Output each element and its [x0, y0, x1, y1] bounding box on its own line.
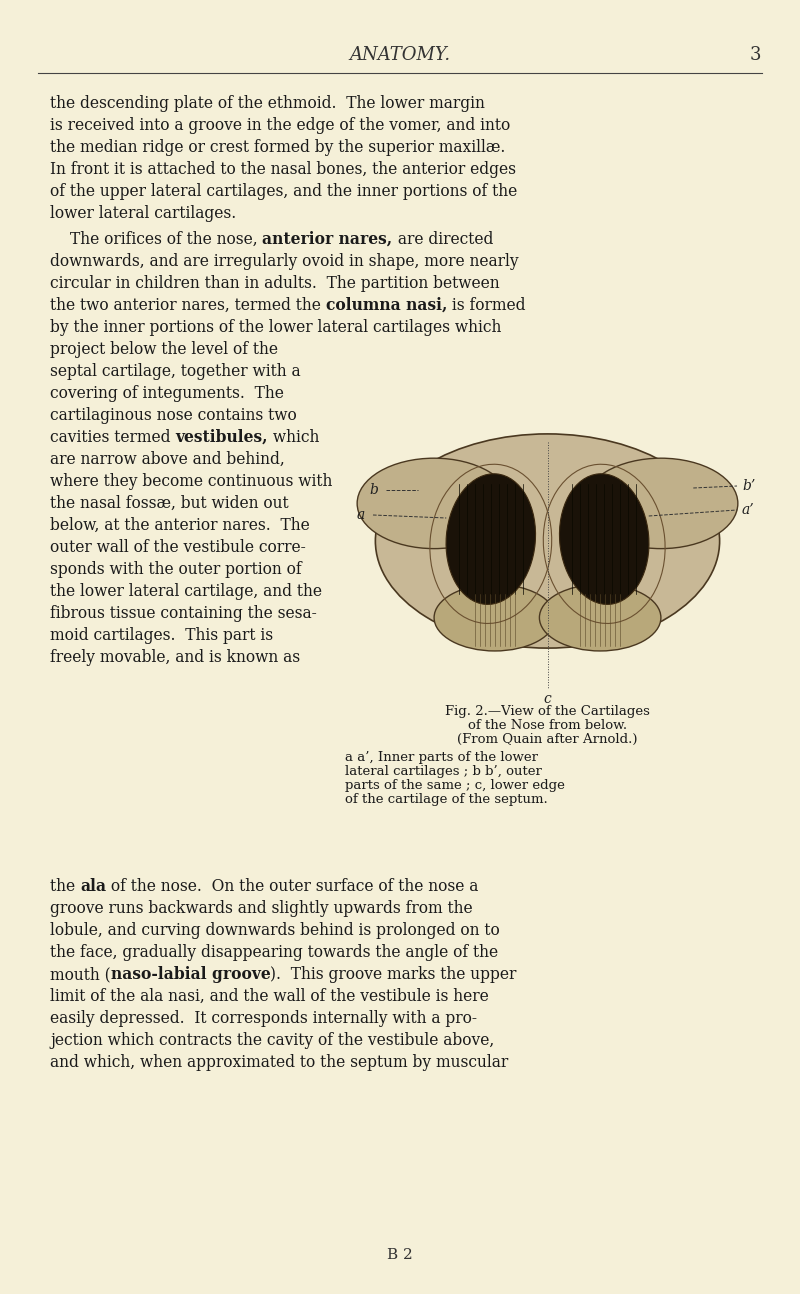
Text: anterior nares,: anterior nares,: [262, 232, 393, 248]
Text: ala: ala: [80, 879, 106, 895]
Text: project below the level of the: project below the level of the: [50, 342, 278, 358]
Text: columna nasi,: columna nasi,: [326, 298, 447, 314]
Text: the lower lateral cartilage, and the: the lower lateral cartilage, and the: [50, 584, 322, 600]
Text: where they become continuous with: where they become continuous with: [50, 474, 332, 490]
Text: naso-labial groove: naso-labial groove: [110, 967, 270, 983]
Text: the descending plate of the ethmoid.  The lower margin: the descending plate of the ethmoid. The…: [50, 94, 485, 113]
Text: ANATOMY.: ANATOMY.: [350, 47, 450, 63]
Text: lateral cartilages ; b b’, outer: lateral cartilages ; b b’, outer: [345, 765, 542, 778]
Text: a a’, Inner parts of the lower: a a’, Inner parts of the lower: [345, 751, 538, 763]
Ellipse shape: [434, 585, 555, 651]
Text: limit of the ala nasi, and the wall of the vestibule is here: limit of the ala nasi, and the wall of t…: [50, 989, 489, 1005]
Text: (From Quain after Arnold.): (From Quain after Arnold.): [458, 732, 638, 747]
Text: the median ridge or crest formed by the superior maxillæ.: the median ridge or crest formed by the …: [50, 138, 506, 157]
Ellipse shape: [375, 433, 720, 648]
Text: downwards, and are irregularly ovoid in shape, more nearly: downwards, and are irregularly ovoid in …: [50, 254, 518, 270]
Text: easily depressed.  It corresponds internally with a pro-: easily depressed. It corresponds interna…: [50, 1011, 477, 1027]
Text: below, at the anterior nares.  The: below, at the anterior nares. The: [50, 518, 310, 534]
Text: the nasal fossæ, but widen out: the nasal fossæ, but widen out: [50, 496, 289, 512]
Text: mouth (: mouth (: [50, 967, 110, 983]
Text: freely movable, and is known as: freely movable, and is known as: [50, 650, 300, 666]
Text: septal cartilage, together with a: septal cartilage, together with a: [50, 364, 301, 380]
Text: B 2: B 2: [387, 1247, 413, 1262]
Text: of the nose.  On the outer surface of the nose a: of the nose. On the outer surface of the…: [106, 879, 478, 895]
Text: lower lateral cartilages.: lower lateral cartilages.: [50, 204, 236, 223]
Text: cavities termed: cavities termed: [50, 430, 175, 446]
Text: by the inner portions of the lower lateral cartilages which: by the inner portions of the lower later…: [50, 320, 502, 336]
Text: lobule, and curving downwards behind is prolonged on to: lobule, and curving downwards behind is …: [50, 923, 500, 939]
Text: ).  This groove marks the upper: ). This groove marks the upper: [270, 967, 517, 983]
Text: the two anterior nares, termed the: the two anterior nares, termed the: [50, 298, 326, 314]
Text: c: c: [544, 692, 551, 707]
Text: a’: a’: [742, 503, 754, 518]
Text: outer wall of the vestibule corre-: outer wall of the vestibule corre-: [50, 540, 306, 556]
Text: a: a: [357, 509, 365, 521]
Text: groove runs backwards and slightly upwards from the: groove runs backwards and slightly upwar…: [50, 901, 473, 917]
Text: b’: b’: [742, 479, 755, 493]
Text: the face, gradually disappearing towards the angle of the: the face, gradually disappearing towards…: [50, 945, 498, 961]
Text: Fig. 2.—View of the Cartilages: Fig. 2.—View of the Cartilages: [445, 705, 650, 718]
Text: covering of integuments.  The: covering of integuments. The: [50, 386, 284, 402]
Text: fibrous tissue containing the sesa-: fibrous tissue containing the sesa-: [50, 606, 317, 622]
Text: moid cartilages.  This part is: moid cartilages. This part is: [50, 628, 273, 644]
Text: of the Nose from below.: of the Nose from below.: [468, 719, 627, 732]
Text: which: which: [268, 430, 319, 446]
Ellipse shape: [446, 474, 535, 604]
Ellipse shape: [559, 474, 649, 604]
Ellipse shape: [539, 585, 661, 651]
Text: sponds with the outer portion of: sponds with the outer portion of: [50, 562, 302, 578]
Text: of the cartilage of the septum.: of the cartilage of the septum.: [345, 793, 548, 806]
Text: is received into a groove in the edge of the vomer, and into: is received into a groove in the edge of…: [50, 116, 510, 135]
Text: cartilaginous nose contains two: cartilaginous nose contains two: [50, 408, 297, 424]
Text: vestibules,: vestibules,: [175, 430, 268, 446]
Text: 3: 3: [750, 47, 761, 63]
Text: are narrow above and behind,: are narrow above and behind,: [50, 452, 285, 468]
Text: parts of the same ; c, lower edge: parts of the same ; c, lower edge: [345, 779, 565, 792]
Text: are directed: are directed: [393, 232, 493, 248]
Text: b: b: [369, 483, 378, 497]
Text: In front it is attached to the nasal bones, the anterior edges: In front it is attached to the nasal bon…: [50, 160, 516, 179]
Text: The orifices of the nose,: The orifices of the nose,: [70, 232, 262, 248]
Text: circular in children than in adults.  The partition between: circular in children than in adults. The…: [50, 276, 500, 292]
Text: the: the: [50, 879, 80, 895]
Ellipse shape: [357, 458, 511, 549]
Text: jection which contracts the cavity of the vestibule above,: jection which contracts the cavity of th…: [50, 1033, 494, 1049]
Text: of the upper lateral cartilages, and the inner portions of the: of the upper lateral cartilages, and the…: [50, 182, 518, 201]
Text: and which, when approximated to the septum by muscular: and which, when approximated to the sept…: [50, 1055, 508, 1071]
Text: is formed: is formed: [447, 298, 526, 314]
Ellipse shape: [584, 458, 738, 549]
